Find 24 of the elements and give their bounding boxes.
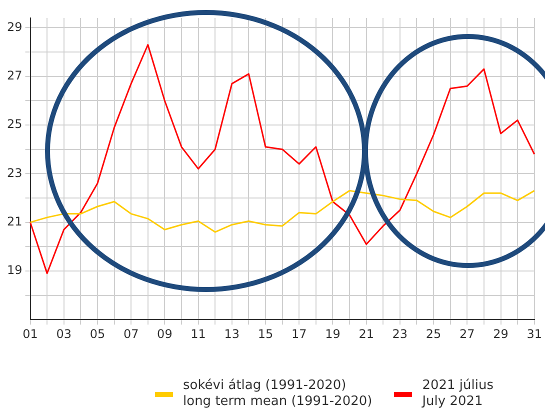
y-tick-label: 23 <box>6 166 22 180</box>
legend-label: sokévi átlag (1991-2020) long term mean (1991-2020) <box>183 378 372 410</box>
y-tick-label: 29 <box>6 20 22 34</box>
x-tick-label: 27 <box>460 326 475 341</box>
x-tick-label: 21 <box>358 326 374 341</box>
x-tick-label: 01 <box>22 326 38 341</box>
x-tick-label: 25 <box>426 326 442 341</box>
x-tick-label: 13 <box>224 326 240 341</box>
x-tick-label: 05 <box>90 326 106 341</box>
x-tick-label: 03 <box>56 326 72 341</box>
legend-label: 2021 július July 2021 <box>422 378 494 410</box>
x-tick-label: 31 <box>526 326 542 341</box>
x-tick-label: 07 <box>123 326 139 341</box>
x-tick-label: 11 <box>190 326 206 341</box>
x-tick-label: 23 <box>392 326 408 341</box>
x-tick-label: 09 <box>157 326 172 341</box>
y-tick-label: 27 <box>6 68 22 82</box>
x-tick-label: 17 <box>291 326 307 341</box>
y-tick-label: 21 <box>6 214 22 228</box>
y-tick-label: 25 <box>6 117 22 132</box>
x-tick-label: 29 <box>493 326 508 341</box>
x-tick-label: 15 <box>258 326 274 341</box>
y-tick-label: 19 <box>6 263 22 278</box>
x-tick-label: 19 <box>325 326 340 341</box>
